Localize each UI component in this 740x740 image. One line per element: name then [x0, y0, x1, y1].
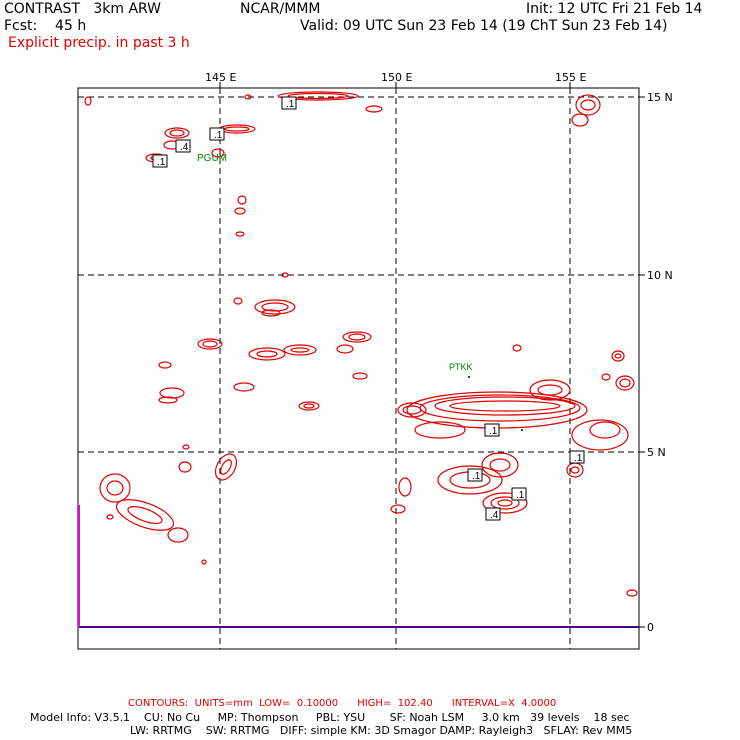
- contour-label: .4: [490, 510, 499, 521]
- model-title: CONTRAST 3km ARW: [4, 1, 162, 17]
- model-info-line-1: Model Info: V3.5.1 CU: No Cu MP: Thompso…: [30, 711, 630, 724]
- contour-label: .1: [157, 157, 166, 168]
- init-time: Init: 12 UTC Fri 21 Feb 14: [526, 1, 703, 17]
- contour-label: .1: [574, 453, 583, 464]
- precip-map: 145 E 150 E 155 E 15 N 10 N 5 N 0: [77, 71, 673, 650]
- contour-label: .1: [516, 490, 525, 501]
- lon-label-150: 150 E: [381, 71, 412, 84]
- lat-lon-grid: [78, 88, 639, 649]
- station-pgum: PGUM: [197, 153, 227, 164]
- station-marker: [521, 429, 523, 431]
- contour-label: .1: [214, 130, 223, 141]
- contour-info: CONTOURS: UNITS=mm LOW= 0.10000 HIGH= 10…: [128, 698, 557, 709]
- right-axis-zero: 0: [647, 621, 654, 634]
- field-title: Explicit precip. in past 3 h: [8, 35, 190, 51]
- precip-contours: [84, 91, 638, 597]
- model-info-line-2: LW: RRTMG SW: RRTMG DIFF: simple KM: 3D …: [130, 724, 633, 737]
- station-marker: [468, 376, 470, 378]
- station-ptkk: PTKK: [449, 362, 473, 372]
- contour-label: .1: [286, 99, 295, 110]
- lat-label-5n: 5 N: [647, 446, 666, 459]
- contour-label: .4: [180, 142, 189, 153]
- lon-label-145: 145 E: [205, 71, 236, 84]
- valid-time: Valid: 09 UTC Sun 23 Feb 14 (19 ChT Sun …: [300, 18, 668, 34]
- map-frame: [77, 87, 640, 650]
- contour-label: .1: [472, 471, 481, 482]
- axis-ticks: [219, 82, 645, 628]
- contour-label: .1: [489, 426, 498, 437]
- forecast-hour: Fcst: 45 h: [4, 18, 87, 34]
- lat-label-15n: 15 N: [647, 91, 673, 104]
- lat-label-10n: 10 N: [647, 269, 673, 282]
- lon-label-155: 155 E: [555, 71, 586, 84]
- contour-labels: .1 .1 .1 .4 .1 .1 .1 .1 .4: [152, 96, 585, 521]
- org-title: NCAR/MMM: [240, 1, 321, 17]
